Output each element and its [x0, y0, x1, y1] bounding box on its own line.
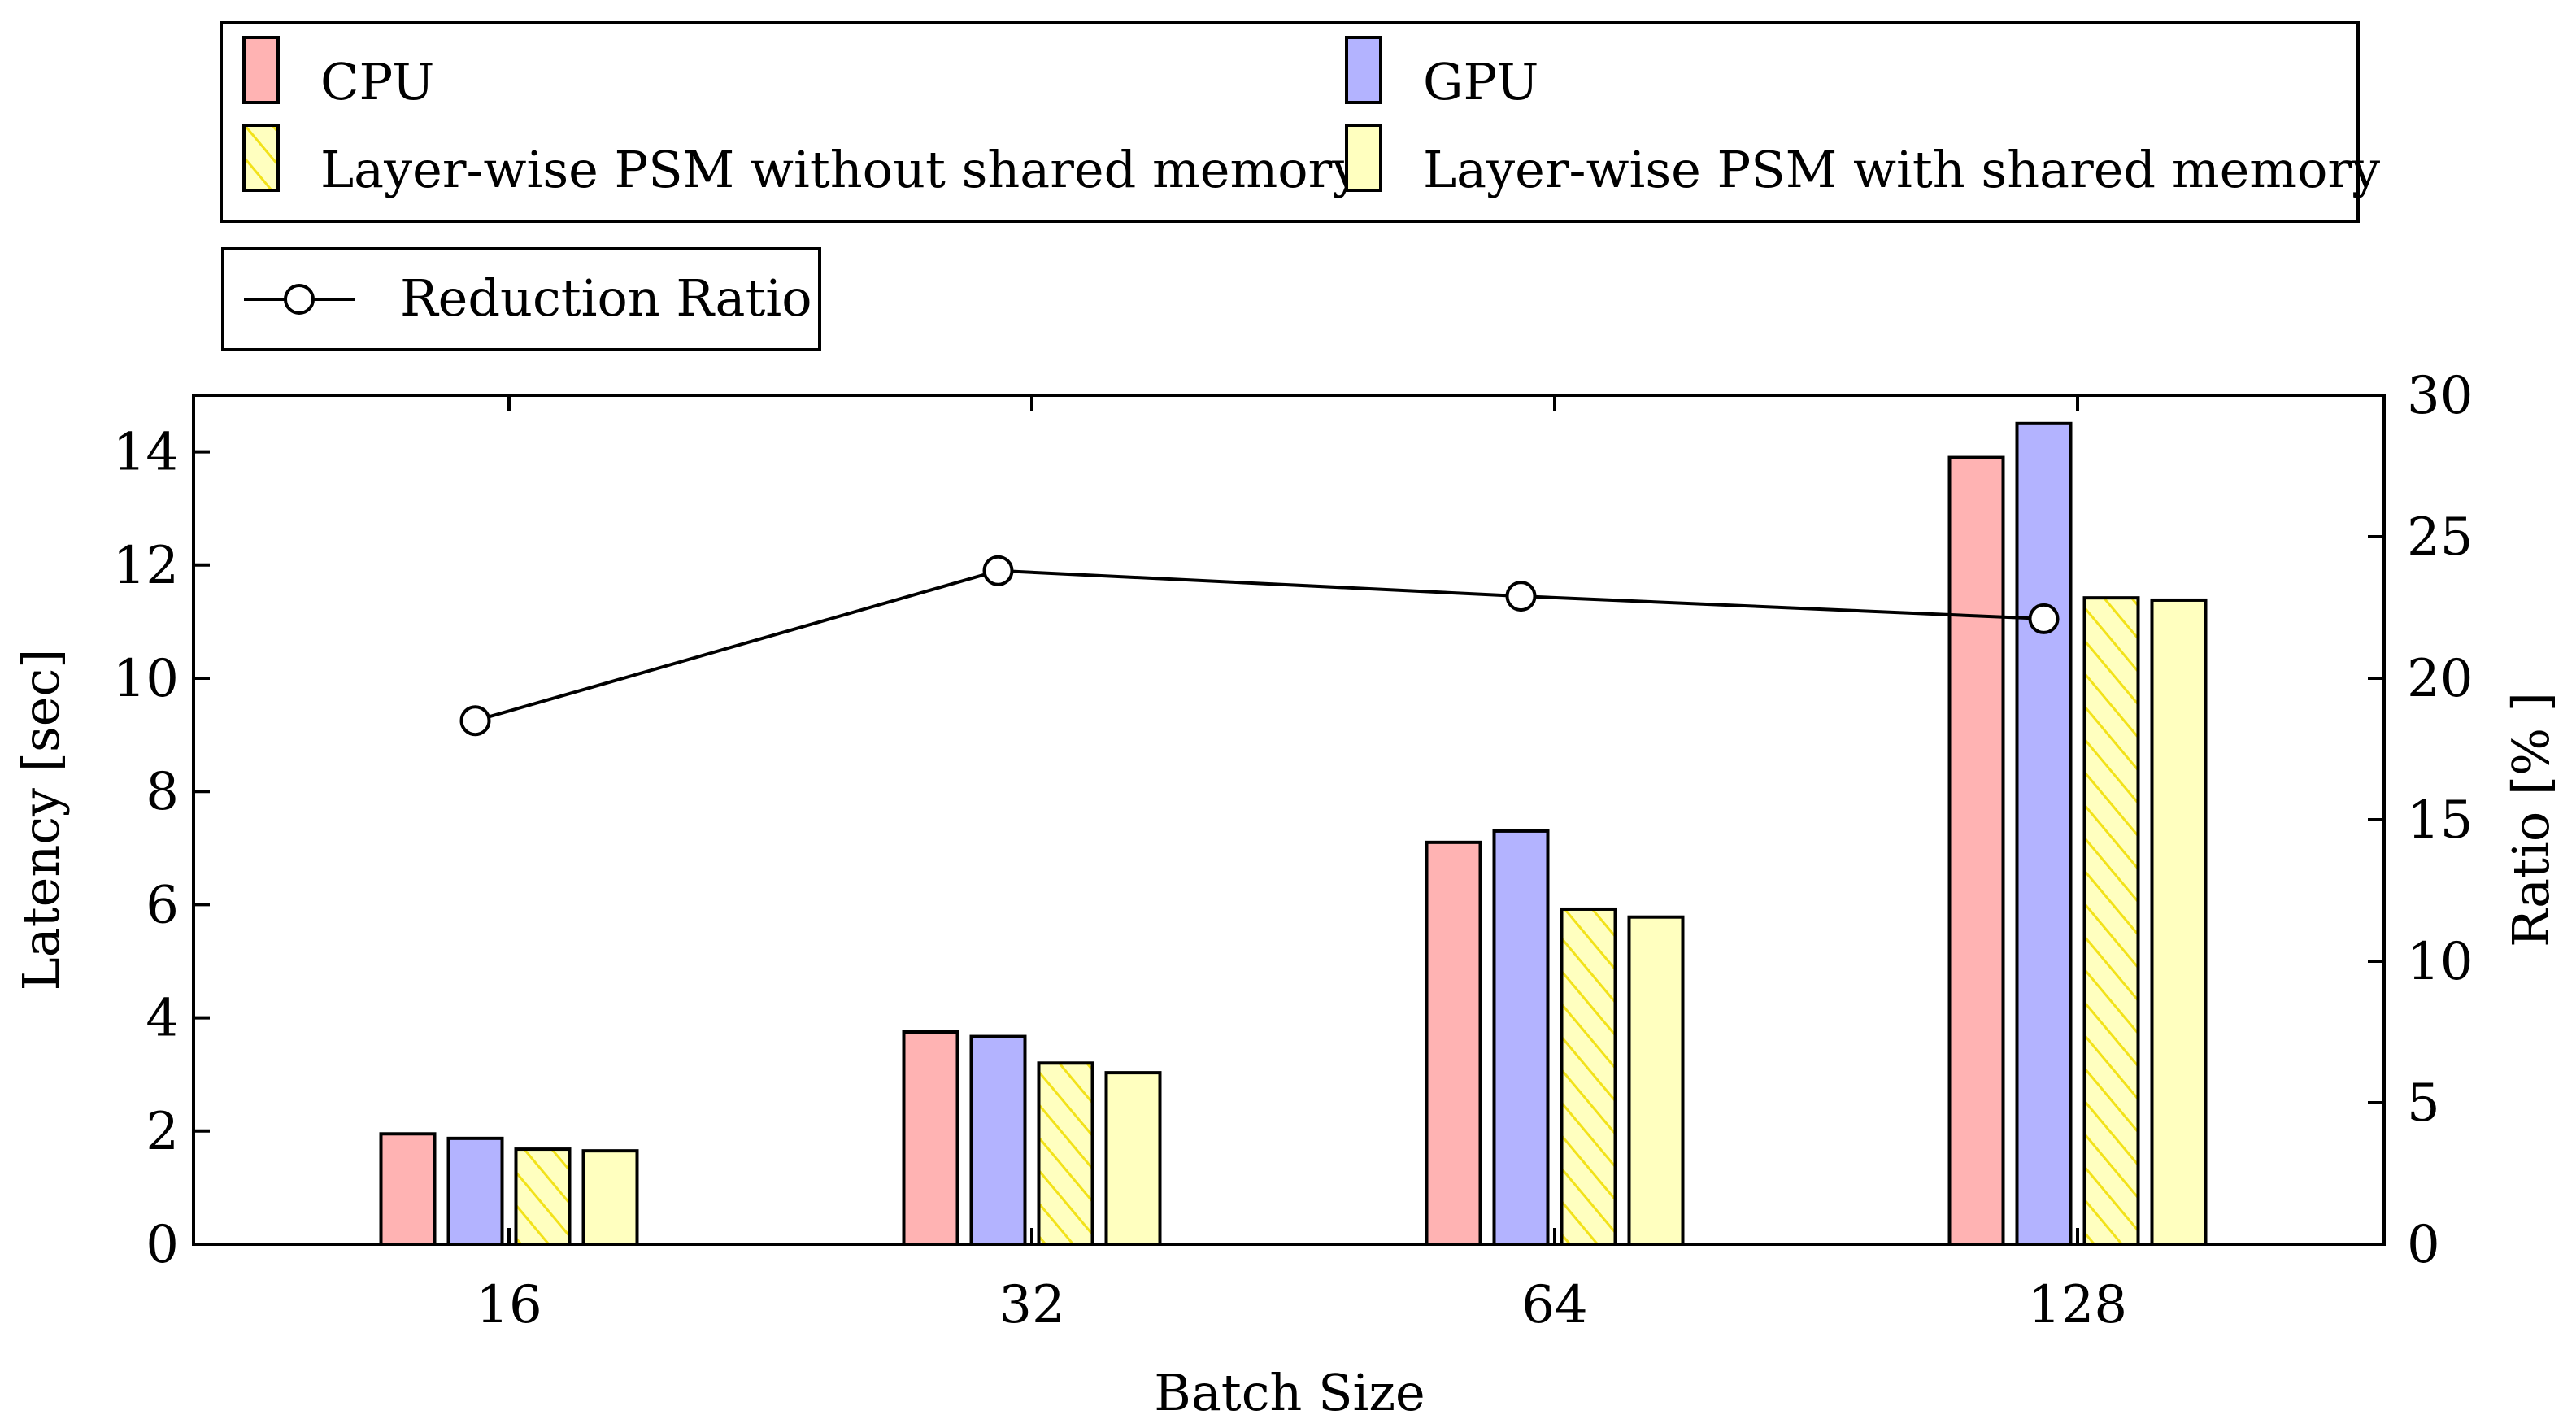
ratio-line — [459, 555, 2060, 737]
legend-label-cpu: CPU — [320, 52, 434, 111]
ratio-point-128 — [2028, 603, 2060, 634]
y-tick-label: 8 — [146, 762, 179, 822]
bar-cpu-32 — [902, 1030, 959, 1246]
line-legend-swatch-marker — [284, 284, 315, 315]
x-axis: 16 32 64 128 — [476, 395, 2127, 1335]
legend-swatch-gpu — [1345, 36, 1382, 104]
bar-cpu-128 — [1947, 455, 2005, 1246]
y-tick-label: 10 — [113, 649, 179, 709]
y2-tick-label: 20 — [2407, 649, 2473, 709]
bar-layer-wise-psm-with-shared-memory-128 — [2150, 598, 2208, 1246]
x-tick-label: 128 — [2028, 1275, 2127, 1335]
y-tick-label: 0 — [146, 1215, 179, 1275]
ratio-point-64 — [1505, 581, 1537, 612]
x-tick-label: 64 — [1521, 1275, 1587, 1335]
ratio-point-32 — [982, 555, 1014, 586]
bar-cpu-64 — [1425, 840, 1482, 1246]
x-tick-label: 32 — [999, 1275, 1064, 1335]
x-axis-title: Batch Size — [1154, 1363, 1425, 1422]
line-legend-label: Reduction Ratio — [400, 268, 812, 328]
y-tick-label: 12 — [113, 536, 179, 596]
legend-label-gpu: GPU — [1423, 52, 1538, 111]
legend-swatch-cpu — [242, 36, 280, 104]
y2-tick-label: 5 — [2407, 1073, 2440, 1134]
y2-axis-title: Ratio [% ] — [2501, 692, 2561, 947]
y-axis-right: 0 5 10 15 20 25 30 — [2368, 366, 2473, 1275]
bar-layer-wise-psm-without-shared-memory-64 — [1560, 907, 1617, 1247]
bar-gpu-128 — [2015, 421, 2073, 1246]
y2-tick-label: 10 — [2407, 932, 2473, 992]
bar-layer-wise-psm-without-shared-memory-16 — [514, 1147, 572, 1247]
bar-layer-wise-psm-without-shared-memory-128 — [2082, 596, 2140, 1246]
bar-layer-wise-psm-with-shared-memory-16 — [581, 1149, 639, 1247]
bar-layer-wise-psm-without-shared-memory-32 — [1037, 1061, 1094, 1247]
y2-tick-label: 30 — [2407, 366, 2473, 426]
legend-swatch-psm-with-shared — [1345, 124, 1382, 192]
y-axis-left: 0 2 4 6 8 10 12 14 — [113, 423, 210, 1275]
x-tick-label: 16 — [476, 1275, 542, 1335]
y2-tick-label: 0 — [2407, 1215, 2440, 1275]
legend-label-psm-without-shared: Layer-wise PSM without shared memory — [320, 140, 1360, 199]
bars — [379, 421, 2208, 1247]
line-legend: Reduction Ratio — [221, 247, 821, 351]
y-tick-label: 4 — [146, 989, 179, 1049]
y-tick-label: 6 — [146, 875, 179, 935]
bar-gpu-64 — [1492, 829, 1550, 1246]
legend-label-psm-with-shared: Layer-wise PSM with shared memory — [1423, 140, 2380, 199]
bar-layer-wise-psm-with-shared-memory-64 — [1627, 915, 1685, 1247]
bar-layer-wise-psm-with-shared-memory-32 — [1104, 1071, 1162, 1247]
y2-tick-label: 25 — [2407, 507, 2473, 568]
y-tick-label: 14 — [113, 423, 179, 483]
ratio-point-16 — [459, 705, 491, 737]
legend-box — [220, 21, 2360, 223]
y2-tick-label: 15 — [2407, 790, 2473, 851]
ratio-line-path — [474, 568, 2044, 723]
y-axis-title: Latency [sec] — [11, 649, 71, 991]
bar-gpu-16 — [446, 1136, 504, 1247]
bar-cpu-16 — [379, 1132, 437, 1247]
y-tick-label: 2 — [146, 1102, 179, 1162]
bar-gpu-32 — [969, 1034, 1027, 1246]
legend-swatch-psm-without-shared — [242, 124, 280, 192]
legend: CPU GPU Layer-wise PSM without shared me… — [220, 21, 2380, 223]
